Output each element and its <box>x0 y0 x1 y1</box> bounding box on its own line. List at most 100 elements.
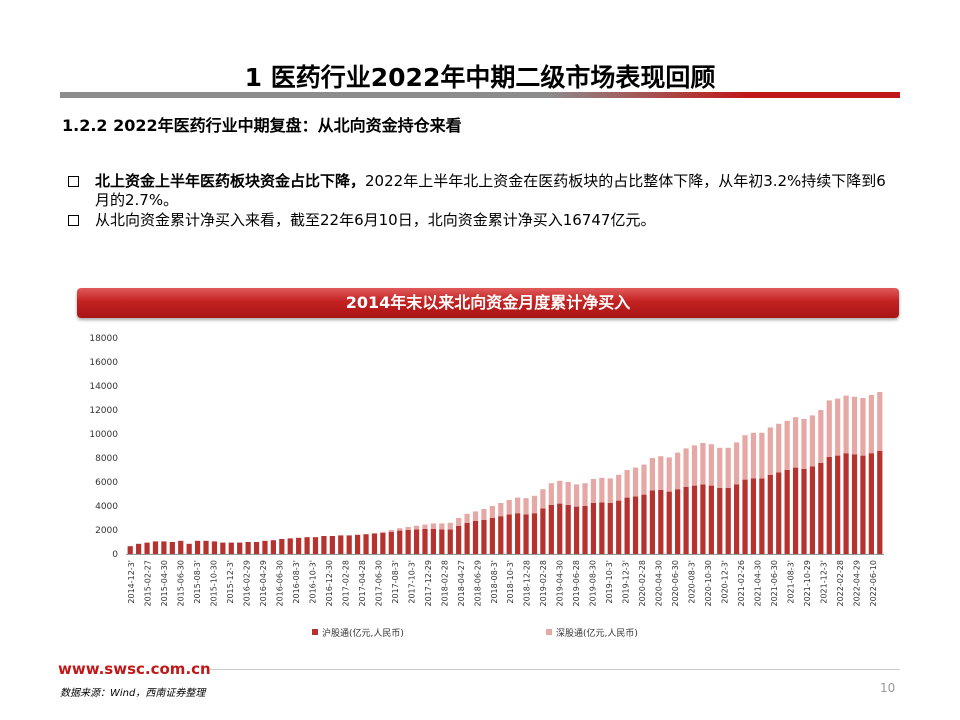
bar-shanghai <box>767 474 773 554</box>
x-tick-label: 2015-10-30 <box>210 560 219 607</box>
bar-shanghai <box>262 540 268 554</box>
bar-shanghai <box>279 539 285 554</box>
bar-shenzhen <box>759 432 765 479</box>
bar-shanghai <box>253 542 260 554</box>
x-tick-label: 2020-10-30 <box>704 560 713 607</box>
x-tick-label: 2016-02-29 <box>243 560 252 607</box>
y-tick-label: 10000 <box>89 430 118 440</box>
bar-shanghai <box>582 506 588 554</box>
bar-shanghai <box>194 540 201 554</box>
bar-shanghai <box>211 541 218 554</box>
x-tick-label: 2015-06-30 <box>177 560 186 607</box>
x-tick-label: 2017-02-28 <box>341 560 350 607</box>
bar-shenzhen <box>498 503 504 517</box>
bar-shenzhen <box>776 423 782 473</box>
x-tick-label: 2017-06-30 <box>374 560 383 607</box>
bar-shanghai <box>237 542 243 554</box>
bar-shanghai <box>759 478 765 554</box>
x-tick-label: 2021-06-30 <box>770 560 779 607</box>
x-tick-label: 2018-10-3' <box>506 560 515 604</box>
bar-shenzhen <box>388 530 394 532</box>
bar-shanghai <box>809 466 816 554</box>
bullet-list: 北上资金上半年医药板块资金占比下降，2022年上半年北上资金在医药板块的占比整体… <box>68 172 898 231</box>
bar-shanghai <box>835 455 841 554</box>
x-tick-label: 2018-12-28 <box>523 560 532 607</box>
bar-shanghai <box>161 541 167 554</box>
bar-shanghai <box>464 522 470 554</box>
bar-shenzhen <box>557 480 563 504</box>
x-tick-label: 2019-10-3' <box>605 560 614 604</box>
bar-shenzhen <box>472 511 479 521</box>
bar-shenzhen <box>666 457 672 492</box>
bullet-text: 从北向资金累计净买入来看，截至22年6月10日，北向资金累计净买入16747亿元… <box>95 211 656 229</box>
bar-shanghai <box>742 479 748 554</box>
bar-shenzhen <box>531 495 538 514</box>
bar-shanghai <box>321 536 327 554</box>
bar-shenzhen <box>405 527 411 530</box>
bar-shanghai <box>515 513 521 554</box>
x-tick-label: 2019-12-3' <box>622 560 631 604</box>
bar-shenzhen <box>523 498 529 515</box>
x-tick-label: 2016-06-30 <box>276 560 285 607</box>
x-tick-label: 2020-06-30 <box>671 560 680 607</box>
bar-shanghai <box>675 489 681 554</box>
bar-shanghai <box>590 503 597 554</box>
bar-shenzhen <box>826 400 832 457</box>
x-tick-label: 2020-08-3' <box>688 560 697 604</box>
bar-shenzhen <box>725 447 731 488</box>
x-tick-label: 2016-10-3' <box>309 560 318 604</box>
bar-shanghai <box>363 534 369 554</box>
x-tick-label: 2022-04-29 <box>852 560 861 607</box>
bar-shanghai <box>826 456 832 554</box>
bar-shenzhen <box>439 523 445 530</box>
bar-shanghai <box>203 540 209 554</box>
y-tick-label: 6000 <box>95 478 118 488</box>
bar-shanghai <box>877 450 883 554</box>
chart-title-banner: 2014年末以来北向资金月度累计净买入 <box>77 288 899 318</box>
bar-shenzhen <box>565 482 571 505</box>
bar-shanghai <box>456 525 462 554</box>
x-tick-label: 2021-02-26 <box>737 560 746 607</box>
bar-shenzhen <box>675 452 681 490</box>
bar-shenzhen <box>700 443 706 485</box>
bar-shenzhen <box>506 500 512 515</box>
bar-shenzhen <box>683 448 689 487</box>
bar-shanghai <box>380 533 386 554</box>
bar-shanghai <box>792 467 799 554</box>
bar-shenzhen <box>708 444 714 486</box>
bar-shanghai <box>413 529 420 554</box>
bar-shenzhen <box>624 470 630 498</box>
bar-shenzhen <box>691 445 698 486</box>
y-tick-label: 18000 <box>89 334 118 344</box>
bar-shenzhen <box>599 477 605 503</box>
page-number: 10 <box>880 681 896 695</box>
x-tick-label: 2017-10-3' <box>407 560 416 604</box>
bullet-item: 北上资金上半年医药板块资金占比下降，2022年上半年北上资金在医药板块的占比整体… <box>68 172 898 210</box>
data-source: 数据来源：Wind，西南证券整理 <box>60 688 206 699</box>
bar-shanghai <box>801 468 807 554</box>
bar-shenzhen <box>607 478 613 503</box>
bar-shanghai <box>439 529 445 554</box>
bar-shanghai <box>708 485 714 554</box>
bar-shenzhen <box>447 522 453 530</box>
bar-shanghai <box>557 503 563 554</box>
square-bullet-icon <box>68 215 79 226</box>
x-tick-label: 2019-02-28 <box>539 560 548 607</box>
x-tick-label: 2021-08-3' <box>786 560 795 604</box>
bar-shanghai <box>405 530 411 554</box>
bar-shanghai <box>776 472 782 554</box>
bar-shanghai <box>717 488 723 554</box>
x-tick-label: 2021-12-3' <box>819 560 828 604</box>
y-tick-label: 14000 <box>89 382 118 392</box>
x-tick-label: 2021-10-29 <box>803 560 812 607</box>
bar-shanghai <box>843 453 849 554</box>
bar-shanghai <box>127 546 133 554</box>
bar-shenzhen <box>734 442 740 485</box>
bar-shanghai <box>296 537 302 554</box>
x-tick-label: 2015-04-30 <box>160 560 169 607</box>
x-tick-label: 2022-06-10 <box>869 560 878 607</box>
x-tick-label: 2014-12-3' <box>127 560 136 604</box>
bar-shanghai <box>750 478 757 554</box>
bullet-text: 2022年上半年北上资金在医药板块的占比整体下降，从年初3.2%持续下降到6月的… <box>95 172 886 209</box>
bar-shenzhen <box>818 410 824 463</box>
